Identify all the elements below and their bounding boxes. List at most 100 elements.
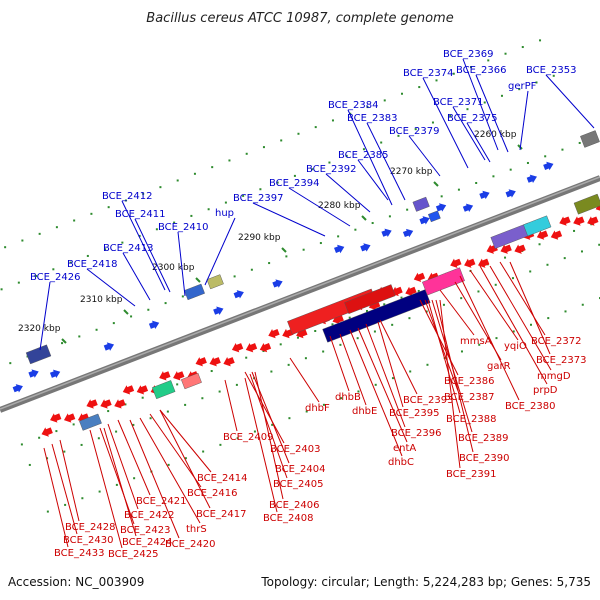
reverse-gene-label: BCE_2416	[187, 488, 237, 499]
reverse-gene-arrow	[550, 230, 563, 240]
reverse-gene-arrow	[41, 427, 53, 437]
guide-dot	[418, 86, 421, 89]
reverse-gene-label: mmgD	[537, 371, 571, 382]
feature-arrow-shape	[213, 306, 224, 315]
guide-dot	[483, 101, 486, 104]
reverse-label-leader	[379, 319, 418, 395]
reverse-label-leader	[427, 299, 461, 414]
forward-gene-label: BCE_2369	[443, 49, 493, 60]
feature-box-shape	[206, 274, 224, 290]
guide-dot	[414, 128, 417, 131]
guide-dot	[121, 241, 124, 244]
guide-dot	[207, 208, 210, 211]
guide-dot	[383, 99, 386, 102]
guide-dot	[538, 243, 541, 246]
guide-dot	[526, 161, 529, 164]
forward-gene-arrow	[543, 161, 554, 171]
forward-gene-arrow	[402, 228, 414, 238]
genome-backbone	[0, 175, 600, 413]
guide-dot	[331, 119, 334, 122]
guide-dot	[495, 337, 498, 340]
guide-dot	[218, 390, 221, 393]
reverse-gene-labels: mmsA yqiO BCE_2372 garR BCE_2373 mmgD prpD BCE_…	[43, 261, 586, 560]
feature-arrow-shape	[559, 216, 571, 226]
guide-dot	[141, 396, 144, 399]
reverse-label-leader	[469, 269, 519, 341]
reverse-gene-label: yqiO	[504, 341, 527, 352]
forward-gene-label: BCE_2410	[158, 222, 208, 233]
guide-dot	[288, 417, 291, 420]
guide-dot	[133, 477, 136, 480]
guide-dot	[38, 232, 41, 235]
feature-arrow-shape	[402, 228, 414, 238]
guide-dot	[409, 370, 412, 373]
reverse-gene-label: BCE_2408	[263, 513, 313, 524]
reverse-gene-arrow	[122, 385, 135, 395]
forward-label-leader	[462, 58, 499, 151]
kbp-tick	[361, 215, 367, 221]
genome-tracks	[0, 39, 600, 513]
guide-dot	[61, 342, 64, 345]
feature-arrow-shape	[28, 369, 39, 378]
reverse-gene-arrow	[63, 413, 76, 423]
feature-arrow-shape	[479, 190, 490, 200]
reverse-label-leader	[254, 371, 284, 500]
forward-gene-label: BCE_2412	[102, 191, 152, 202]
guide-dot	[535, 81, 538, 84]
guide-dot	[279, 343, 282, 346]
reverse-label-leader	[99, 427, 135, 525]
feature-box-shape	[573, 193, 600, 215]
guide-dot	[176, 179, 179, 182]
reverse-gene-arrow	[268, 328, 280, 339]
guide-dot	[202, 450, 205, 453]
guide-dot	[115, 430, 118, 433]
guide-dot	[181, 295, 184, 298]
reverse-gene-arrow	[587, 216, 599, 226]
guide-dot	[492, 175, 495, 178]
reverse-gene-label: garR	[487, 361, 511, 372]
reverse-gene-label: BCE_2386	[444, 376, 494, 387]
reverse-label-leader	[139, 417, 201, 524]
guide-dot	[573, 229, 576, 232]
reverse-label-leader	[289, 357, 320, 403]
feature-arrow-shape	[245, 342, 258, 353]
reverse-gene-label: entA	[393, 443, 416, 454]
guide-dot	[357, 390, 360, 393]
forward-label-leader	[466, 122, 491, 163]
forward-label-leader	[357, 159, 389, 201]
guide-dot	[331, 323, 334, 326]
guide-dot	[547, 317, 550, 320]
reverse-gene-label: mmsA	[460, 336, 492, 347]
guide-dot	[28, 463, 31, 466]
guide-dot	[581, 303, 584, 306]
feature-box-shape	[151, 380, 176, 400]
reverse-label-leader	[249, 373, 288, 479]
guide-dot	[280, 139, 283, 142]
reverse-label-leader	[159, 409, 211, 509]
accession-label: Accession: NC_003909	[8, 575, 144, 589]
reverse-label-leader	[499, 261, 546, 336]
guide-dot	[173, 221, 176, 224]
reverse-gene-label: BCE_2423	[120, 525, 170, 536]
reverse-gene-label: thrS	[186, 524, 207, 535]
forward-gene-arrow	[12, 384, 23, 393]
reverse-gene-label: dhbE	[352, 406, 377, 417]
forward-gene-label: BCE_2418	[67, 259, 117, 270]
guide-dot	[365, 309, 368, 312]
forward-gene-label: BCE_2353	[526, 65, 576, 76]
feature-arrow-shape	[50, 413, 62, 423]
forward-gene-arrow	[233, 290, 244, 299]
guide-dot	[55, 430, 58, 433]
guide-dot	[460, 350, 463, 353]
guide-dot	[328, 161, 331, 164]
kbp-label: 2320 kbp	[18, 324, 61, 334]
reverse-label-leader	[439, 299, 461, 469]
forward-gene-label: BCE_2366	[456, 65, 506, 76]
reverse-gene-block	[422, 267, 465, 296]
feature-arrow-shape	[360, 243, 371, 252]
forward-gene-arrow	[148, 320, 160, 330]
guide-dot	[164, 302, 167, 305]
forward-gene-label: gerPF	[508, 81, 537, 92]
feature-arrow-shape	[450, 258, 462, 268]
guide-dot	[201, 397, 204, 400]
